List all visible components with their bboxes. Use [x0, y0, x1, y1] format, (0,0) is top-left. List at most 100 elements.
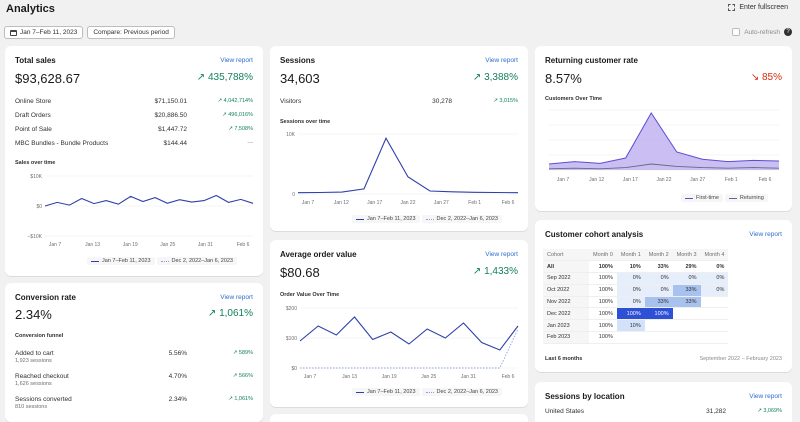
row-value: 5.56%	[168, 350, 187, 357]
cohort-cell	[700, 331, 729, 344]
cohort-cell: 29%	[672, 260, 701, 274]
chart-title: Customers Over Time	[545, 96, 603, 102]
legend-current[interactable]: Jan 7–Feb 11, 2023	[352, 388, 420, 396]
cohort-footer-left: Last 6 months	[545, 356, 583, 362]
row-sub: 1,923 sessions	[15, 358, 52, 364]
x-tick-label: Jan 7	[49, 242, 61, 248]
column-header: Month 2	[644, 249, 673, 262]
x-tick-label: Jan 31	[198, 242, 213, 248]
legend-dashed-swatch	[425, 391, 434, 393]
row-label: MBC Bundles - Bundle Products	[15, 140, 109, 147]
column-header: Month 4	[700, 249, 729, 262]
row-delta: ↗ 589%	[232, 350, 253, 356]
cohort-label: Oct 2022	[543, 284, 589, 297]
row-delta: ↗ 7,508%	[228, 126, 253, 132]
cohort-cell: 100%	[616, 307, 645, 321]
legend-previous[interactable]: Dec 2, 2022–Jan 6, 2023	[421, 215, 502, 223]
column-header: Month 3	[672, 249, 701, 262]
cohort-cell: 100%	[589, 260, 617, 274]
legend-label: Returning	[739, 195, 764, 201]
cohort-cell: 0%	[616, 296, 645, 309]
date-range-button[interactable]: Jan 7–Feb 11, 2023	[4, 26, 84, 39]
cohort-cell: 100%	[644, 307, 673, 321]
series-line	[299, 316, 519, 351]
x-tick-label: Jan 7	[304, 374, 316, 380]
cohort-cell: 100%	[589, 296, 617, 309]
cohort-cell: 100%	[589, 284, 617, 297]
legend-first-time[interactable]: First-time	[681, 194, 723, 202]
x-tick-label: Feb 6	[237, 242, 250, 248]
x-tick-label: Jan 12	[589, 177, 604, 183]
auto-refresh-label: Auto-refresh	[744, 28, 780, 36]
view-report-link[interactable]: View report	[220, 57, 253, 64]
total-sales-value: $93,628.67	[15, 71, 81, 86]
column-header: Cohort	[543, 249, 589, 262]
x-tick-label: Jan 17	[623, 177, 638, 183]
cohort-cell: 0%	[700, 272, 729, 285]
conversion-delta: ↗ 1,061%	[207, 308, 253, 319]
sales-chart: $10K $0 −$10K Jan 7 Jan 13 Jan 19 Jan 25 Jan 31…	[27, 174, 254, 248]
card-title: Customer cohort analysis	[545, 230, 644, 239]
cohort-label: Dec 2022	[543, 307, 589, 321]
legend-label: Dec 2, 2022–Jan 6, 2023	[436, 389, 498, 395]
cohort-cell: 0%	[616, 272, 645, 285]
cohort-label: All	[543, 260, 589, 274]
card-title: Sessions	[280, 56, 316, 65]
chart-legend: Jan 7–Feb 11, 2023 Dec 2, 2022–Jan 6, 20…	[352, 215, 502, 223]
view-report-link[interactable]: View report	[220, 294, 253, 301]
legend-swatch	[728, 197, 737, 199]
legend-label: Jan 7–Feb 11, 2023	[367, 216, 416, 222]
view-report-link[interactable]: View report	[485, 251, 518, 258]
returning-chart: Jan 7 Jan 12 Jan 17 Jan 22 Jan 27 Feb 1 Feb 6	[548, 109, 780, 183]
total-sales-card: Total sales View report $93,628.67 ↗ 435…	[5, 46, 263, 276]
auto-refresh-checkbox[interactable]	[732, 28, 741, 36]
x-tick-label: Feb 6	[759, 177, 772, 183]
location-row: United States 31,282 ↗ 3,069%	[545, 408, 782, 420]
row-label: Online Store	[15, 98, 52, 105]
view-report-link[interactable]: View report	[485, 57, 518, 64]
chart-title: Sessions over time	[280, 119, 331, 125]
cohort-cell: 0%	[700, 260, 729, 274]
cohort-cell	[672, 331, 701, 344]
legend-current[interactable]: Jan 7–Feb 11, 2023	[87, 257, 155, 265]
series-line	[297, 137, 519, 194]
row-delta: ↗ 496,016%	[222, 112, 253, 118]
cohort-cell	[700, 296, 729, 309]
returning-delta: ↘ 85%	[750, 72, 782, 83]
view-report-link[interactable]: View report	[749, 231, 782, 238]
legend-previous[interactable]: Dec 2, 2022–Jan 6, 2023	[156, 257, 237, 265]
cohort-cell: 0%	[616, 284, 645, 297]
cohort-cell: 0%	[644, 272, 673, 285]
cohort-header-row: Cohort Month 0 Month 1 Month 2 Month 3 M…	[543, 249, 729, 262]
legend-label: Dec 2, 2022–Jan 6, 2023	[436, 216, 498, 222]
column-header: Month 1	[616, 249, 645, 262]
row-delta: —	[247, 140, 254, 146]
view-report-link[interactable]: View report	[749, 393, 782, 400]
row-sub: 1,626 sessions	[15, 381, 52, 387]
row-label: Added to cart	[15, 350, 54, 357]
card-title: Returning customer rate	[545, 56, 638, 65]
chart-title: Sales over time	[15, 160, 56, 166]
fullscreen-icon	[728, 4, 736, 11]
legend-label: Jan 7–Feb 11, 2023	[367, 389, 416, 395]
x-tick-label: Feb 1	[725, 177, 738, 183]
legend-returning[interactable]: Returning	[724, 194, 768, 202]
legend-current[interactable]: Jan 7–Feb 11, 2023	[352, 215, 420, 223]
sales-row: Online Store $71,150.01 ↗ 4,042,714%	[15, 98, 253, 110]
cohort-row: Sep 2022 100% 0% 0% 0% 0%	[543, 272, 729, 285]
row-value: 4.70%	[168, 373, 187, 380]
chart-title: Order Value Over Time	[280, 292, 340, 298]
compare-button[interactable]: Compare: Previous period	[87, 26, 175, 39]
legend-previous[interactable]: Dec 2, 2022–Jan 6, 2023	[421, 388, 502, 396]
card-title: Average order value	[280, 250, 357, 259]
row-value: 31,282	[706, 408, 726, 415]
auto-refresh: Auto-refresh ?	[732, 28, 792, 36]
help-icon[interactable]: ?	[784, 28, 792, 36]
row-delta: ↗ 3,015%	[493, 98, 518, 104]
row-delta: ↗ 4,042,714%	[217, 98, 254, 104]
fullscreen-button[interactable]: Enter fullscreen	[728, 4, 788, 11]
sales-row: Draft Orders $20,886.50 ↗ 496,016%	[15, 112, 253, 124]
returning-value: 8.57%	[545, 71, 582, 86]
x-tick-label: Jan 22	[656, 177, 671, 183]
row-sub: 810 sessions	[15, 404, 48, 410]
